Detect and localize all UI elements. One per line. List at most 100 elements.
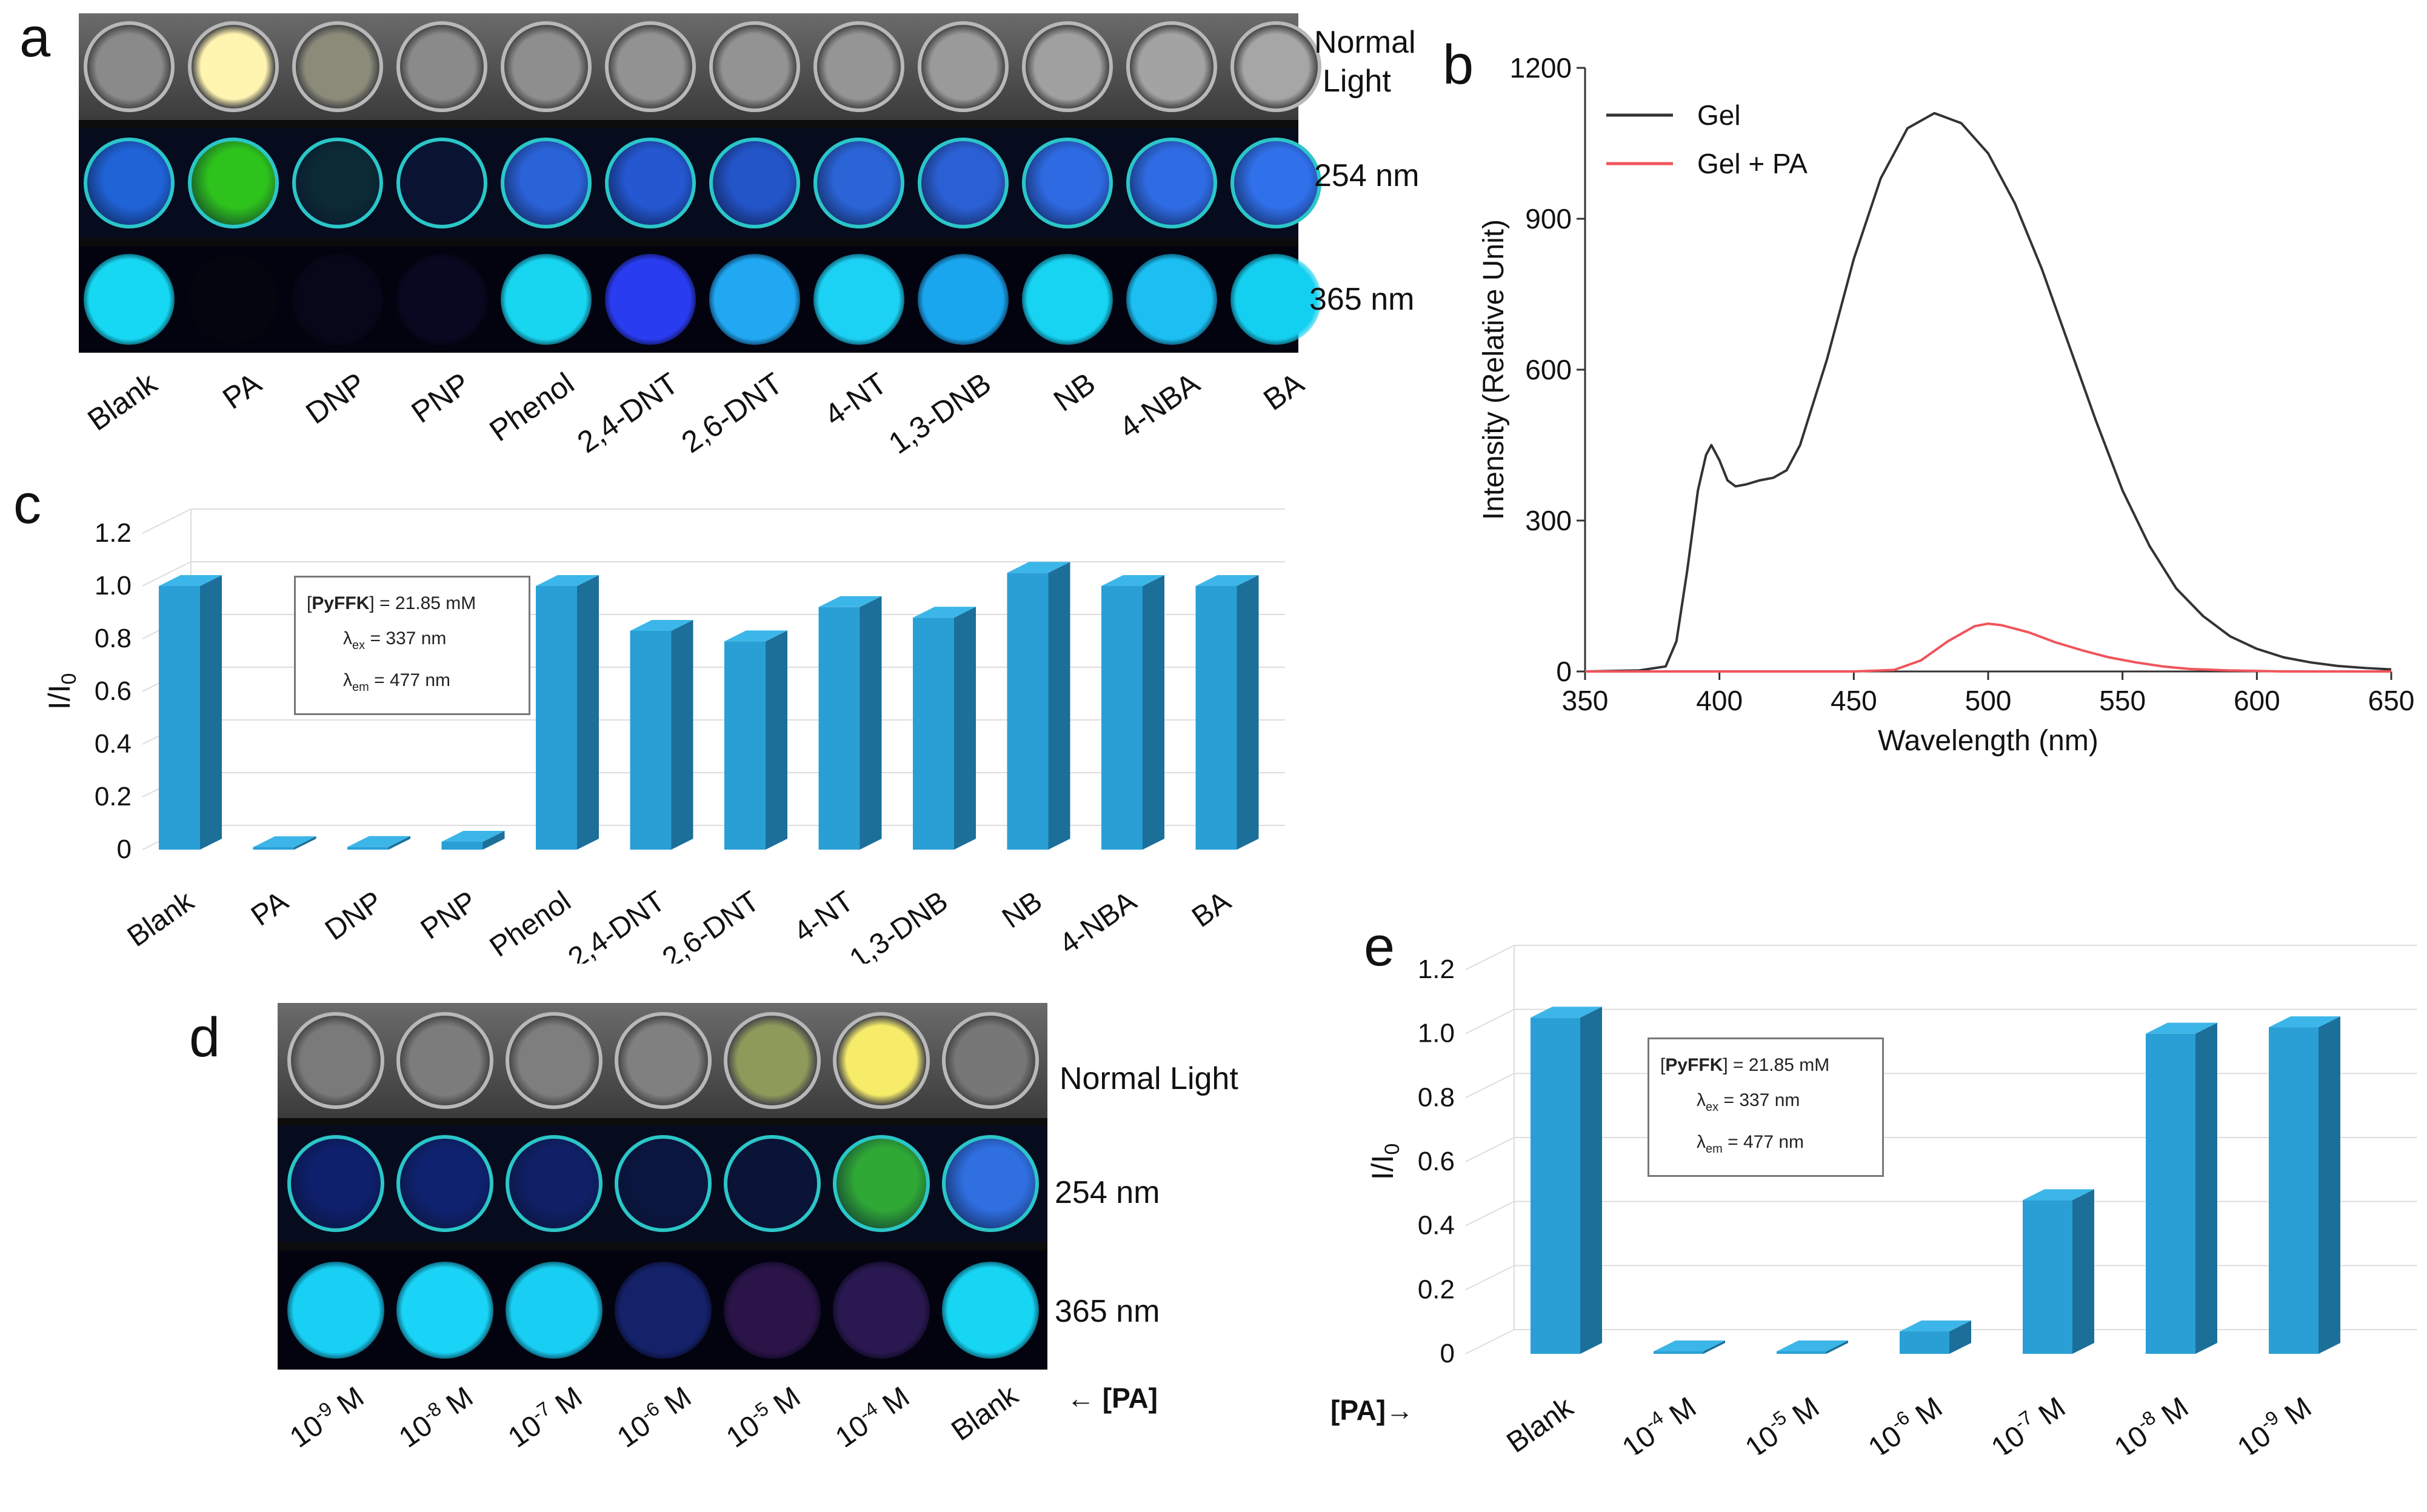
bar [347, 836, 410, 850]
normal-light-label: Normal [1314, 25, 1416, 60]
panel-a-well [918, 138, 1009, 228]
panel-a-well [84, 21, 175, 112]
panel-b-letter: b [1443, 34, 1474, 96]
bar-front [347, 847, 389, 850]
bar-front [724, 641, 766, 850]
panel-e-letter: e [1364, 916, 1395, 977]
bar-front [818, 607, 860, 850]
panel-a-well [918, 254, 1009, 345]
bar-front [159, 586, 200, 850]
panel-a-well [292, 21, 383, 112]
bar-top [536, 575, 599, 586]
panel-a-well [188, 254, 279, 345]
panel-a-well [292, 254, 383, 345]
bar-top [2146, 1022, 2217, 1034]
bar-top [159, 575, 222, 586]
info-ex-value: = 337 nm [365, 628, 447, 648]
panel-c-info-box: [PyFFK] = 21.85 mM λex = 337 nm λem = 47… [294, 576, 530, 715]
bar-side [1826, 1340, 1848, 1354]
info-lambda: λ [343, 670, 352, 690]
d-uv365-label: 365 nm [1055, 1294, 1160, 1329]
x-tick-label: Phenol [484, 885, 577, 964]
d-uv254-label: 254 nm [1055, 1175, 1160, 1210]
legend-label: Gel + PA [1697, 148, 1808, 179]
bar-side [482, 830, 505, 850]
info-em-sub: em [352, 681, 369, 694]
bar-side [1048, 562, 1070, 850]
label-unit: M [324, 1380, 370, 1426]
bar-top [1101, 575, 1164, 586]
panel-a-photo [79, 13, 1321, 353]
y-tick-label: 0.4 [95, 729, 132, 759]
x-tick-label: 10-5 M [1737, 1388, 1825, 1454]
label-unit: M [1657, 1391, 1702, 1436]
y-tick-label: 1.0 [1418, 1019, 1455, 1048]
y-tick-label: 1.2 [95, 518, 132, 548]
panel-a-well [188, 138, 279, 228]
panel-a-well [709, 21, 800, 112]
bar [630, 619, 693, 850]
x-tick-label: 550 [2099, 685, 2146, 716]
panel-d-well [506, 1135, 603, 1232]
bar [1195, 575, 1259, 850]
panel-a-well [1022, 138, 1113, 228]
panel-d-photo [278, 1003, 1047, 1370]
bar-front [1101, 586, 1143, 850]
panel-d-well [287, 1012, 384, 1109]
bar-top [1654, 1340, 1725, 1351]
bar [159, 575, 222, 850]
bar-side [860, 596, 882, 850]
uv254-row [79, 128, 1321, 238]
panel-a-well [1126, 21, 1217, 112]
panel-a-well [1022, 254, 1113, 345]
x-tick-label: 2,4-DNT [563, 885, 671, 964]
bar-top [253, 836, 316, 847]
panel-a-well [501, 254, 592, 345]
x-tick-label: Blank [122, 885, 201, 953]
y-tick-label: 1.2 [1418, 954, 1455, 984]
bar-side [2195, 1022, 2217, 1354]
bar-front [441, 841, 483, 850]
bar-front [253, 847, 295, 850]
bar-front [2269, 1027, 2319, 1354]
bar [1900, 1321, 1971, 1354]
x-tick-label: 4-NBA [1053, 885, 1142, 961]
bar-front [2146, 1033, 2195, 1354]
panel-a-well [84, 254, 175, 345]
panel-d-well [506, 1012, 603, 1109]
label-unit: M [1903, 1391, 1948, 1436]
x-tick-label: 500 [1965, 685, 2012, 716]
panel-a-well [396, 254, 487, 345]
series-line-gel-pa [1585, 622, 2391, 673]
bar-side [671, 619, 693, 850]
grid-depth [1465, 1329, 1515, 1354]
x-tick-label: Blank [1501, 1391, 1580, 1454]
label-unit: M [761, 1380, 807, 1426]
grid-depth [142, 561, 192, 587]
x-tick-label: 600 [2234, 685, 2280, 716]
panel-a-letter: a [19, 7, 51, 68]
uv365-label: 365 nm [1309, 282, 1415, 317]
info-lambda: λ [1697, 1132, 1706, 1152]
bar-side [577, 575, 599, 850]
pa-direction-label: [PA]→ [1330, 1394, 1414, 1426]
label-unit: M [652, 1380, 698, 1426]
grid-depth [1465, 1265, 1515, 1291]
y-title-main: I/I [1366, 1155, 1400, 1181]
legend-label: Gel [1697, 99, 1741, 131]
bar-front [1195, 586, 1237, 850]
y-tick-label: 0 [117, 834, 132, 864]
info-em-sub: em [1706, 1142, 1723, 1156]
bar-top [1007, 562, 1070, 573]
info-reagent: PyFFK [1665, 1055, 1723, 1075]
bar-top [1900, 1321, 1971, 1332]
panel-d-well [942, 1261, 1039, 1359]
panel-d-well [396, 1261, 493, 1359]
bar-top [913, 607, 976, 618]
x-tick-label: 350 [1562, 685, 1609, 716]
y-tick-label: 0 [1556, 656, 1572, 687]
bar-front [1900, 1331, 1949, 1354]
bar [1007, 562, 1070, 850]
uv254-row [278, 1125, 1047, 1242]
